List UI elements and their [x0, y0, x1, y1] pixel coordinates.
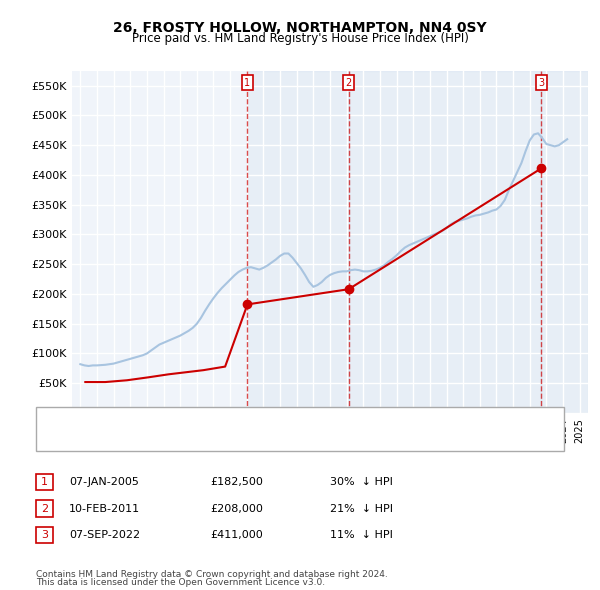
- Text: 3: 3: [538, 78, 544, 88]
- Bar: [349, 71, 541, 413]
- Text: 2: 2: [346, 78, 352, 88]
- Text: 21%  ↓ HPI: 21% ↓ HPI: [330, 504, 393, 513]
- Bar: [247, 71, 349, 413]
- Text: 3: 3: [41, 530, 48, 540]
- Text: Price paid vs. HM Land Registry's House Price Index (HPI): Price paid vs. HM Land Registry's House …: [131, 32, 469, 45]
- Bar: [541, 71, 588, 413]
- Text: £208,000: £208,000: [210, 504, 263, 513]
- Text: 2: 2: [41, 504, 48, 513]
- Text: 07-SEP-2022: 07-SEP-2022: [69, 530, 140, 540]
- Text: 30%  ↓ HPI: 30% ↓ HPI: [330, 477, 393, 487]
- Text: 1: 1: [244, 78, 251, 88]
- Text: £411,000: £411,000: [210, 530, 263, 540]
- Text: 1: 1: [41, 477, 48, 487]
- Text: £182,500: £182,500: [210, 477, 263, 487]
- Text: 26, FROSTY HOLLOW, NORTHAMPTON, NN4 0SY (detached house): 26, FROSTY HOLLOW, NORTHAMPTON, NN4 0SY …: [73, 415, 416, 424]
- Text: This data is licensed under the Open Government Licence v3.0.: This data is licensed under the Open Gov…: [36, 578, 325, 587]
- Text: HPI: Average price, detached house, West Northamptonshire: HPI: Average price, detached house, West…: [73, 434, 390, 444]
- Text: 10-FEB-2011: 10-FEB-2011: [69, 504, 140, 513]
- Text: 07-JAN-2005: 07-JAN-2005: [69, 477, 139, 487]
- Text: Contains HM Land Registry data © Crown copyright and database right 2024.: Contains HM Land Registry data © Crown c…: [36, 571, 388, 579]
- Text: 26, FROSTY HOLLOW, NORTHAMPTON, NN4 0SY: 26, FROSTY HOLLOW, NORTHAMPTON, NN4 0SY: [113, 21, 487, 35]
- Text: 11%  ↓ HPI: 11% ↓ HPI: [330, 530, 393, 540]
